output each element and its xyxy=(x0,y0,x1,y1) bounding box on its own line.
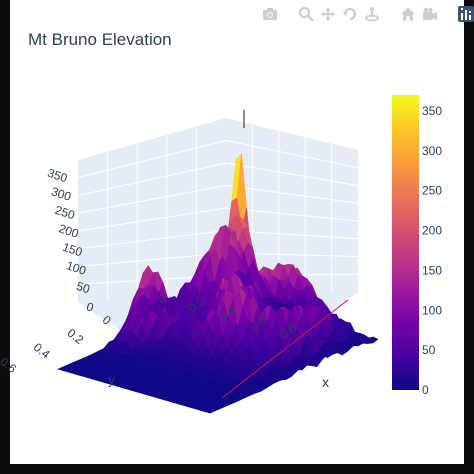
plotly-logo-icon[interactable] xyxy=(458,6,474,22)
modebar xyxy=(262,6,474,22)
z-tick-label: 350 xyxy=(46,166,70,186)
z-tick-label: 200 xyxy=(57,221,81,241)
colorbar-tick-label: 50 xyxy=(422,343,436,357)
x-axis-label: x xyxy=(322,374,329,390)
z-tick-label: 0 xyxy=(85,299,96,314)
surface-plot xyxy=(57,153,379,414)
z-tick-label: 150 xyxy=(61,240,85,260)
z-tick-label: 50 xyxy=(75,279,92,297)
y-tick-label: 0.4 xyxy=(31,340,53,362)
y-axis-label: y xyxy=(108,371,115,387)
orbit-icon[interactable] xyxy=(342,6,358,22)
chart-title: Mt Bruno Elevation xyxy=(28,30,172,49)
z-tick-label: 250 xyxy=(53,203,77,223)
turntable-icon[interactable] xyxy=(364,6,380,22)
colorbar-tick-label: 200 xyxy=(422,224,442,238)
colorbar-tick-label: 150 xyxy=(422,263,442,277)
colorbar-tick-label: 350 xyxy=(422,104,442,118)
surface-cell xyxy=(220,224,231,263)
colorbar-tick-label: 0 xyxy=(422,383,429,397)
camera-icon[interactable] xyxy=(262,6,278,22)
pan-icon[interactable] xyxy=(320,6,336,22)
colorbar-tick-label: 100 xyxy=(422,303,442,317)
camera-reset-icon[interactable] xyxy=(422,6,438,22)
colorbar-tick-label: 250 xyxy=(422,184,442,198)
x-axis-line xyxy=(221,299,349,399)
colorbar-tick-label: 300 xyxy=(422,144,442,158)
home-icon[interactable] xyxy=(400,6,416,22)
colorbar-ticks: 0 50 100 150 200 250 300 350 xyxy=(422,104,442,397)
y-tick-label: 0.6 xyxy=(0,355,19,377)
back-wall-right xyxy=(226,118,358,298)
zoom-icon[interactable] xyxy=(298,6,314,22)
z-tick-label: 100 xyxy=(65,258,89,278)
z-tick-label: 300 xyxy=(50,184,74,204)
y-tick-label: 0.2 xyxy=(65,326,87,348)
colorbar[interactable] xyxy=(392,95,419,390)
